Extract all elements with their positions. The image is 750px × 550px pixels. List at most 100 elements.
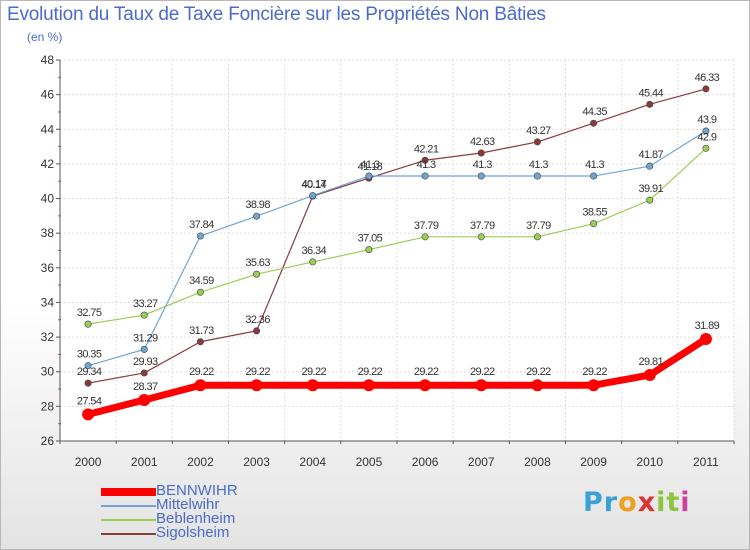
y-tick-label: 38 [41,226,55,240]
logo-letter: r [603,487,619,518]
logo-letter: i [680,487,691,518]
data-point [306,379,319,392]
x-tick-label: 2009 [580,455,607,469]
data-point [702,144,710,152]
data-point [194,379,207,392]
data-label: 30.35 [77,349,102,361]
data-point [365,172,373,180]
data-point [590,172,598,180]
logo-letter: i [656,487,667,518]
x-tick-label: 2007 [468,455,495,469]
data-point [309,258,317,266]
data-label: 37.79 [526,220,551,232]
legend-swatch [101,519,156,521]
data-point [138,393,151,406]
legend-swatch [101,533,156,535]
data-label: 41.3 [529,159,548,171]
data-point [702,127,710,135]
data-label: 37.84 [189,219,214,231]
data-point [646,100,654,108]
data-point [421,156,429,164]
data-label: 44.35 [582,106,607,118]
data-point [140,345,148,353]
series-line-sigolsheim [87,88,707,384]
data-point [84,379,92,387]
data-point [421,233,429,241]
legend-swatch [101,488,156,496]
data-point [699,332,712,345]
data-label: 31.89 [695,320,720,332]
data-point [196,288,204,296]
data-label: 41.3 [360,159,379,171]
data-point [250,379,263,392]
y-tick-label: 30 [41,365,55,379]
logo-letter: x [637,487,657,518]
data-label: 29.81 [638,356,663,368]
x-tick-label: 2003 [243,455,270,469]
legend-label: BENNWIHR [156,482,238,499]
x-tick-label: 2008 [524,455,551,469]
data-point [533,138,541,146]
data-label: 36.34 [301,245,326,257]
data-point [253,270,261,278]
data-point [590,220,598,228]
y-tick-label: 44 [41,122,55,136]
chart-title: Evolution du Taux de Taxe Foncière sur l… [7,4,546,25]
data-label: 29.22 [189,366,214,378]
data-point [477,233,485,241]
data-label: 32.75 [77,307,102,319]
data-labels: 27.54 28.37 29.22 29.22 29.22 29.22 29.22 29.22… [77,72,720,407]
data-label: 43.27 [526,125,551,137]
legend-label: Beblenheim [156,510,236,527]
data-point [475,379,488,392]
data-point [196,232,204,240]
data-point [646,162,654,170]
data-point [477,172,485,180]
data-label: 37.79 [414,220,439,232]
data-point [702,85,710,93]
x-tick-label: 2006 [412,455,439,469]
data-point [587,379,600,392]
data-label: 42.21 [414,143,439,155]
data-label: 38.98 [245,199,270,211]
data-label: 29.22 [414,366,439,378]
x-tick-label: 2001 [131,455,158,469]
data-label: 39.91 [638,183,663,195]
data-label: 40.14 [301,179,326,191]
data-point [82,408,95,421]
data-point [477,149,485,157]
data-point [309,192,317,200]
y-tick-label: 26 [41,434,55,448]
series-line-bennwihr [84,335,710,418]
proxiti-logo: Proxiti [583,487,691,518]
data-label: 29.22 [526,366,551,378]
data-label: 28.37 [133,381,158,393]
data-label: 29.22 [358,366,383,378]
data-label: 29.34 [77,366,102,378]
data-point [365,246,373,254]
y-tick-label: 28 [41,399,55,413]
legend-swatch [101,505,156,507]
data-label: 29.93 [133,356,158,368]
chart-subtitle: (en %) [27,30,63,44]
x-tick-label: 2004 [299,455,326,469]
y-tick-label: 42 [41,157,55,171]
data-label: 31.73 [189,325,214,337]
data-point [253,212,261,220]
data-label: 34.59 [189,275,214,287]
data-point [253,327,261,335]
legend-label: Mittelwihr [156,496,220,513]
data-label: 29.22 [582,366,607,378]
legend-label: Sigolsheim [156,524,230,541]
data-label: 43.9 [697,114,716,126]
data-label: 41.3 [585,159,604,171]
data-label: 37.05 [358,233,383,245]
x-tick-label: 2005 [356,455,383,469]
x-tick-label: 2000 [75,455,102,469]
y-tick-label: 32 [41,330,55,344]
series-line-beblenheim [87,147,707,325]
data-label: 41.3 [417,159,436,171]
data-point [140,311,148,319]
